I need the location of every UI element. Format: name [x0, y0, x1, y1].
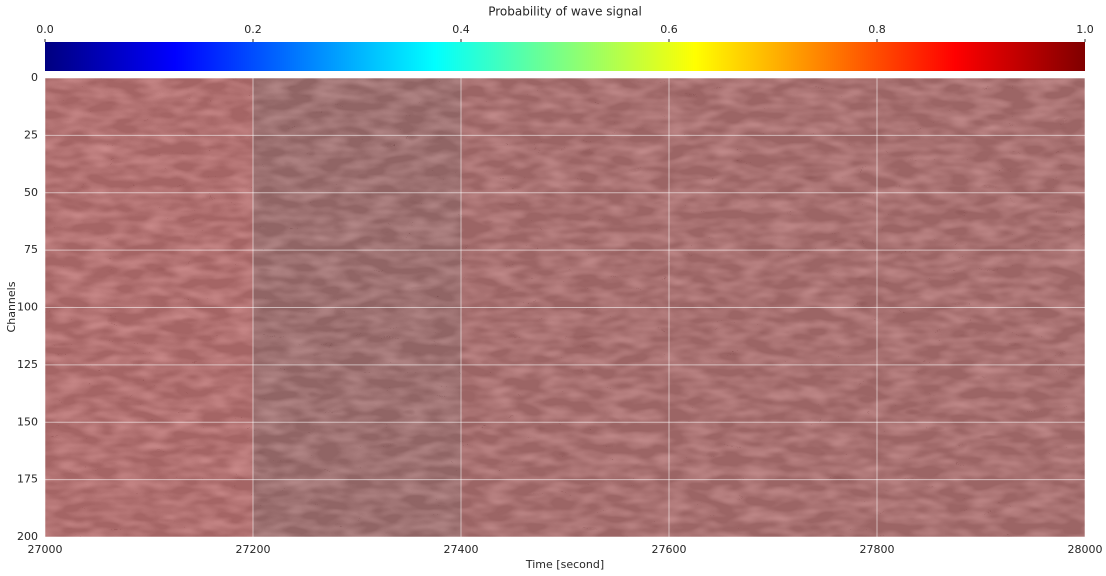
x-tick-label: 27600 — [652, 543, 687, 556]
colorbar-title: Probability of wave signal — [488, 5, 642, 19]
y-tick-label: 50 — [24, 186, 38, 199]
x-tick-label: 28000 — [1068, 543, 1103, 556]
x-tick-label: 27200 — [236, 543, 271, 556]
colorbar-tick-label: 0.6 — [660, 23, 678, 36]
y-tick-label: 125 — [17, 358, 38, 371]
x-axis-label: Time [second] — [525, 558, 604, 571]
y-axis-label: Channels — [5, 281, 18, 332]
colorbar — [45, 42, 1085, 71]
colorbar-tick-label: 0.8 — [868, 23, 886, 36]
colorbar-tick-label: 1.0 — [1076, 23, 1094, 36]
y-tick-label: 150 — [17, 415, 38, 428]
y-tick-label: 100 — [17, 301, 38, 314]
y-tick-label: 175 — [17, 473, 38, 486]
colorbar-tick-label: 0.4 — [452, 23, 470, 36]
x-tick-label: 27800 — [860, 543, 895, 556]
y-tick-label: 0 — [31, 71, 38, 84]
colorbar-tick-label: 0.0 — [36, 23, 54, 36]
y-tick-label: 75 — [24, 243, 38, 256]
x-tick-label: 27000 — [28, 543, 63, 556]
colorbar-tick-label: 0.2 — [244, 23, 262, 36]
y-tick-label: 200 — [17, 530, 38, 543]
y-tick-label: 25 — [24, 128, 38, 141]
x-tick-label: 27400 — [444, 543, 479, 556]
